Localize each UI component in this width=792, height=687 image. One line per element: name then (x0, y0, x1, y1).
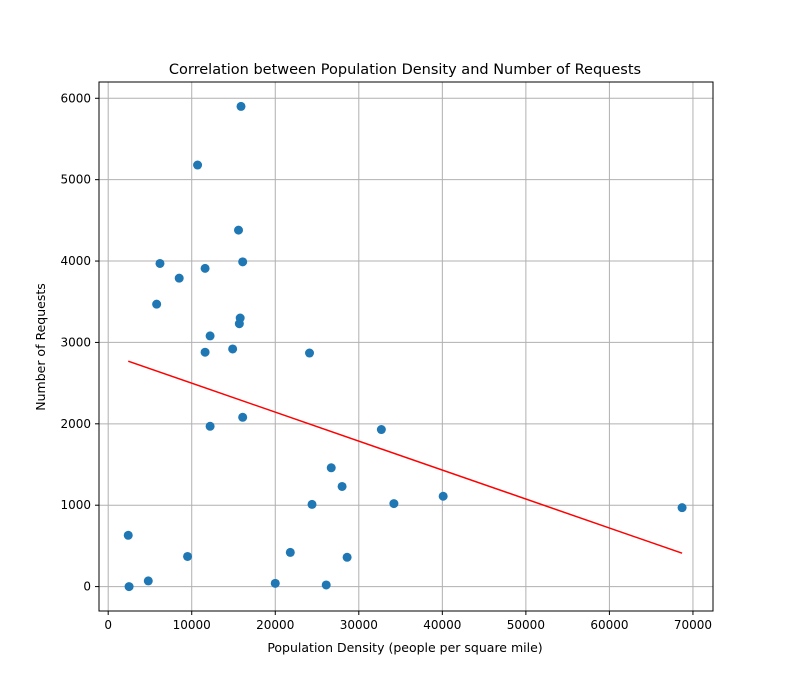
scatter-point (342, 552, 352, 562)
scatter-point (234, 319, 244, 329)
y-tick-label: 0 (83, 580, 91, 594)
scatter-point (337, 481, 347, 491)
x-tick-label: 50000 (507, 618, 545, 632)
scatter-point (326, 463, 336, 473)
scatter-point (307, 499, 317, 509)
scatter-point (305, 348, 315, 358)
scatter-point (124, 582, 134, 592)
trendline-group (127, 360, 683, 554)
y-tick-label: 6000 (60, 91, 91, 105)
x-tick-label: 10000 (173, 618, 211, 632)
scatter-point (228, 344, 238, 354)
scatter-point (183, 551, 193, 561)
x-tick-label: 30000 (340, 618, 378, 632)
scatter-point (376, 425, 386, 435)
scatter-point (236, 101, 246, 111)
scatter-point (285, 547, 295, 557)
grid-lines (99, 82, 713, 611)
x-tick-label: 60000 (590, 618, 628, 632)
scatter-point (143, 576, 153, 586)
y-tick-label: 5000 (60, 173, 91, 187)
chart-title: Correlation between Population Density a… (169, 62, 641, 78)
scatter-point (155, 258, 165, 268)
y-tick-label: 3000 (60, 335, 91, 349)
x-axis-title: Population Density (people per square mi… (267, 640, 542, 655)
x-axis-ticks: 0 10000 20000 30000 40000 50000 60000 70000 (104, 611, 712, 632)
data-points (123, 101, 687, 592)
scatter-point (677, 503, 687, 513)
y-tick-label: 4000 (60, 254, 91, 268)
scatter-point (174, 273, 184, 283)
y-tick-label: 1000 (60, 498, 91, 512)
scatter-point (152, 299, 162, 309)
x-tick-label: 40000 (423, 618, 461, 632)
scatter-point (270, 578, 280, 588)
scatter-point (200, 263, 210, 273)
scatter-point (123, 530, 133, 540)
scatter-point (205, 421, 215, 431)
x-tick-label: 20000 (256, 618, 294, 632)
scatter-point (238, 412, 248, 422)
x-tick-label: 70000 (674, 618, 712, 632)
scatter-point (205, 331, 215, 341)
y-axis-title: Number of Requests (33, 283, 48, 411)
y-tick-label: 2000 (60, 417, 91, 431)
x-tick-label: 0 (104, 618, 112, 632)
scatter-point (438, 491, 448, 501)
plot-frame (98, 81, 714, 612)
y-axis-ticks: 0 1000 2000 3000 4000 5000 6000 (60, 91, 99, 594)
regression-line (127, 360, 683, 554)
scatter-point (321, 580, 331, 590)
scatter-point (193, 160, 203, 170)
scatter-point (389, 499, 399, 509)
scatter-point (238, 257, 248, 267)
scatter-point (200, 347, 210, 357)
scatter-point (234, 225, 244, 235)
